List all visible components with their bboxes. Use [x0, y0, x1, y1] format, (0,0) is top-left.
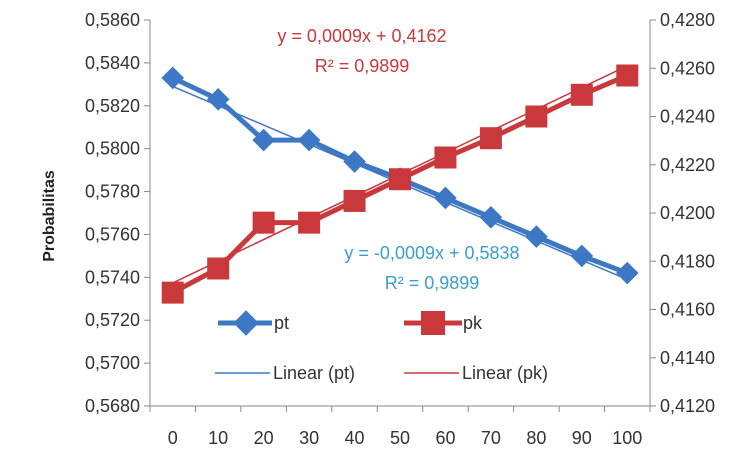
legend-linear-pt-label: Linear (pt) — [273, 363, 355, 383]
pk-data-point — [570, 83, 593, 106]
x-tick-label: 70 — [481, 428, 501, 448]
pt-data-point — [615, 261, 639, 285]
legend-pt-label: pt — [274, 313, 289, 333]
legend: pt pk Linear (pt) Linear (pk) — [215, 310, 548, 383]
y-right-tick-label: 0,4220 — [660, 155, 715, 175]
pk-data-point — [207, 257, 230, 280]
x-tick-label: 100 — [612, 428, 642, 448]
pk-data-point — [389, 168, 411, 191]
y-right-tick-label: 0,4280 — [660, 10, 715, 30]
pt-trend-equation: y = -0,0009x + 0,5838 — [344, 243, 519, 263]
y-right-tick-label: 0,4160 — [660, 300, 715, 320]
legend-pk-label: pk — [463, 313, 483, 333]
x-tick-label: 20 — [254, 428, 274, 448]
pk-data-point — [434, 146, 457, 169]
pt-data-point — [161, 66, 185, 90]
y-right-tick-label: 0,4200 — [660, 203, 715, 223]
x-tick-label: 90 — [572, 428, 592, 448]
y-right-tick-label: 0,4120 — [660, 396, 715, 416]
x-tick-label: 30 — [299, 428, 319, 448]
axes: 0,5680 0,5700 0,5720 0,5740 0,5760 0,5780 0,58… — [85, 10, 715, 448]
y-left-tick-label: 0,5700 — [85, 353, 140, 373]
legend-pt-marker — [233, 310, 259, 336]
y-right-tick-label: 0,4240 — [660, 107, 715, 127]
y-axis-label: Probabilitas — [41, 170, 58, 262]
pk-trend-r2: R² = 0,9899 — [315, 56, 410, 76]
legend-linear-pk-label: Linear (pk) — [462, 363, 548, 383]
x-tick-label: 10 — [208, 428, 228, 448]
y-left-tick-label: 0,5740 — [85, 267, 140, 287]
pk-trend-equation: y = 0,0009x + 0,4162 — [277, 26, 446, 46]
y-left-tick-label: 0,5720 — [85, 310, 140, 330]
x-tick-label: 50 — [390, 428, 410, 448]
pt-data-point — [343, 150, 366, 173]
x-tick-label: 0 — [168, 428, 178, 448]
x-tick-label: 40 — [345, 428, 365, 448]
y-left-tick-label: 0,5840 — [85, 53, 140, 73]
x-tick-label: 80 — [526, 428, 546, 448]
pk-data-point — [343, 189, 366, 212]
y-right-tick-label: 0,4140 — [660, 348, 715, 368]
y-left-tick-label: 0,5860 — [85, 10, 140, 30]
pk-data-point — [616, 64, 639, 87]
pk-data-point — [525, 105, 548, 128]
pk-data-point — [479, 127, 502, 150]
x-tick-label: 60 — [435, 428, 455, 448]
y-right-tick-label: 0,4180 — [660, 251, 715, 271]
pk-data-point — [161, 281, 184, 304]
pt-trend-r2: R² = 0,9899 — [385, 273, 480, 293]
y-right-tick-label: 0,4260 — [660, 58, 715, 78]
pk-data-point — [298, 211, 321, 234]
pt-data-point — [206, 88, 230, 111]
data-series — [161, 64, 639, 304]
y-left-tick-label: 0,5760 — [85, 224, 140, 244]
y-left-tick-label: 0,5800 — [85, 139, 140, 159]
y-left-tick-label: 0,5780 — [85, 182, 140, 202]
pk-data-point — [252, 211, 275, 234]
y-left-tick-label: 0,5820 — [85, 96, 140, 116]
pt-data-point — [252, 128, 275, 152]
y-left-tick-label: 0,5680 — [85, 396, 140, 416]
legend-pk-marker — [421, 311, 445, 335]
